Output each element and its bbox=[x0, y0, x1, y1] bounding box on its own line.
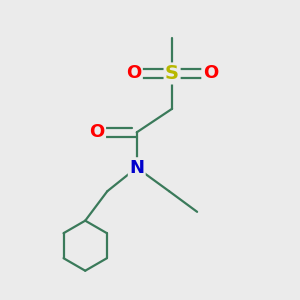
Text: N: N bbox=[129, 159, 144, 177]
Text: S: S bbox=[165, 64, 179, 83]
Text: O: O bbox=[203, 64, 218, 82]
Text: O: O bbox=[89, 123, 105, 141]
Text: O: O bbox=[126, 64, 141, 82]
